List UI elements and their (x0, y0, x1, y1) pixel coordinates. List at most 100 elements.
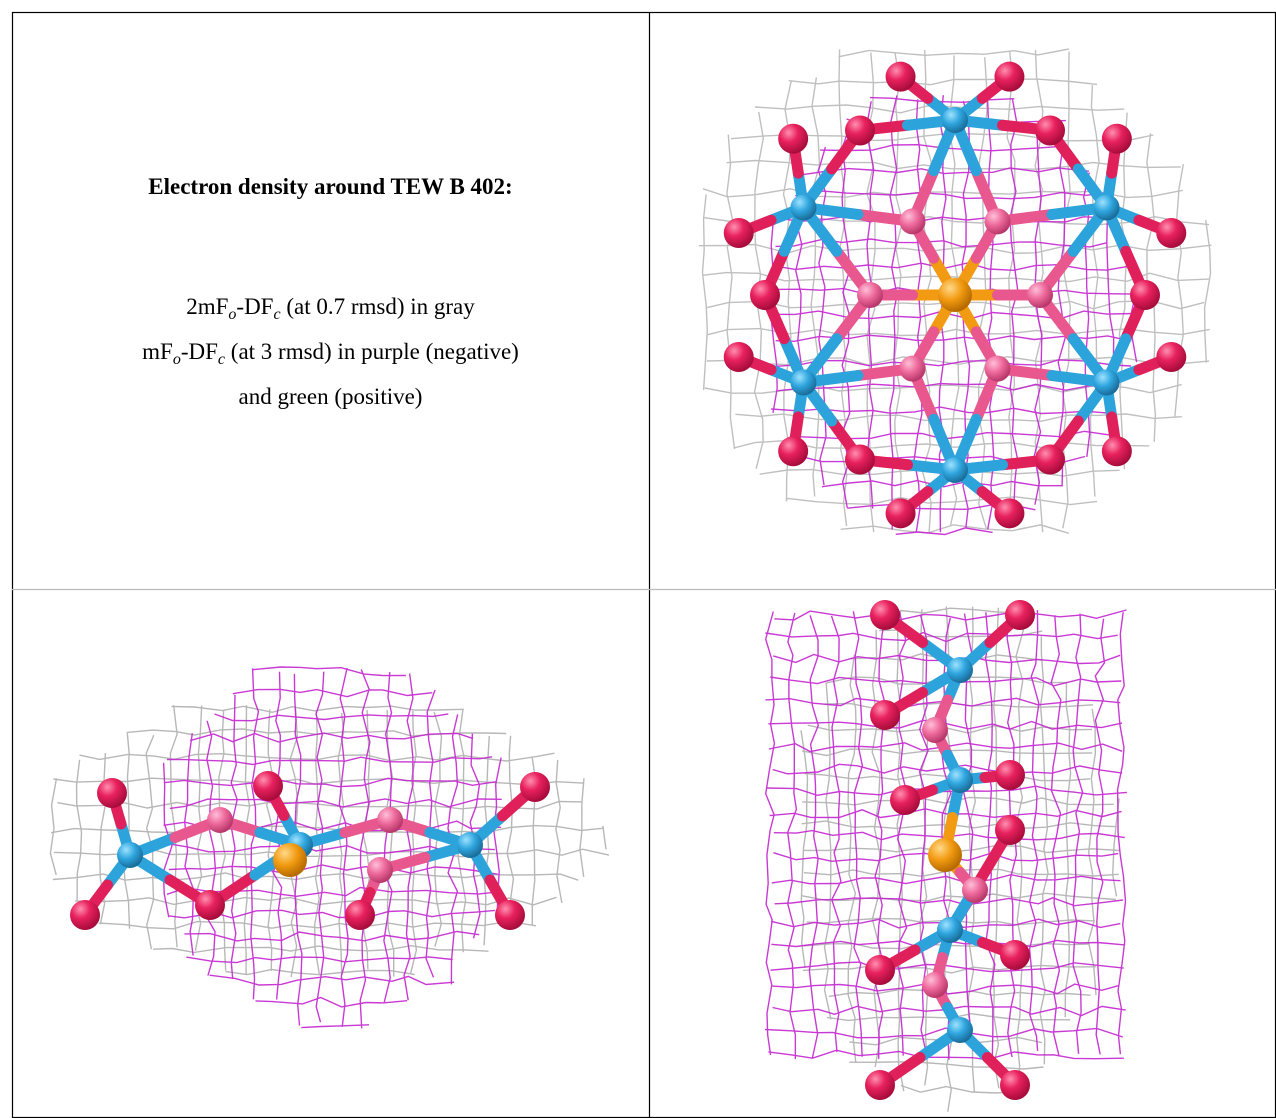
atom (1035, 444, 1065, 475)
atom (273, 843, 307, 877)
legend-line: mFo-DFc (at 3 rmsd) in purple (negative) (12, 333, 649, 378)
mesh-line (1009, 98, 1019, 510)
mesh-line (838, 49, 848, 527)
mesh-line (817, 146, 827, 486)
atom (1027, 282, 1053, 308)
mesh-line (1015, 610, 1025, 1091)
atom (1101, 123, 1132, 154)
mesh-line (962, 613, 974, 1051)
legend-text: -DF (236, 294, 274, 319)
mesh-line (802, 844, 1120, 854)
mesh-line (772, 310, 1136, 320)
mesh-line (1028, 610, 1040, 1051)
atom (938, 278, 972, 312)
atom (947, 767, 973, 793)
atom (922, 972, 948, 998)
mesh-line (186, 956, 453, 964)
atom (1005, 600, 1035, 630)
atom (962, 877, 988, 903)
mesh-line (772, 763, 1123, 775)
legend-line: 2mFo-DFc (at 0.7 rmsd) in gray (12, 288, 649, 333)
mesh-line (183, 733, 195, 956)
subscript: c (217, 351, 226, 368)
atom (845, 444, 875, 475)
atom (495, 900, 525, 930)
legend-text: -DF (180, 339, 218, 364)
mesh-line (1094, 618, 1106, 1055)
mesh-line (774, 359, 1132, 368)
atom (865, 955, 895, 985)
mesh-line (383, 672, 393, 1004)
mesh-line (1057, 121, 1067, 486)
mesh-line (49, 778, 58, 875)
mesh-line (359, 669, 371, 1029)
mesh-line (984, 612, 996, 1059)
mesh-line (1174, 164, 1185, 417)
mesh-line (163, 777, 497, 788)
atom (994, 61, 1025, 92)
atom (1156, 217, 1187, 248)
atom (942, 107, 968, 133)
mesh-line (830, 615, 842, 1053)
mesh-line (1064, 683, 1072, 1018)
atom (928, 838, 962, 872)
atom (253, 771, 283, 801)
mesh-line (808, 615, 820, 1059)
mesh-line (786, 612, 798, 1060)
mesh-line (772, 983, 1119, 995)
mesh-line (602, 825, 607, 850)
density-view-side (49, 666, 610, 1029)
mesh-line (457, 709, 467, 953)
mesh-line (800, 730, 809, 968)
atom (885, 61, 916, 92)
mesh-line (871, 629, 881, 1068)
atom (984, 208, 1011, 235)
mesh-line (79, 752, 555, 762)
atom (947, 657, 973, 683)
mesh-line (1072, 613, 1084, 1054)
mesh-line (1033, 126, 1043, 505)
mesh-line (896, 610, 908, 1056)
atom (870, 700, 900, 730)
mesh-line (774, 897, 1124, 907)
mesh-line (849, 1061, 1044, 1070)
atom (457, 832, 483, 858)
mesh-line (122, 733, 131, 929)
atom (367, 857, 393, 883)
subscript: o (228, 306, 237, 323)
mesh-line (769, 808, 1122, 819)
mesh-line (1050, 615, 1062, 1057)
mesh-line (57, 800, 583, 810)
atom (207, 807, 233, 833)
mesh-line (1089, 85, 1100, 497)
subscript: o (172, 351, 181, 368)
atom (1000, 940, 1030, 970)
mesh-line (840, 524, 1070, 534)
atom (723, 342, 754, 373)
mesh-line (168, 864, 498, 875)
mesh-line (171, 705, 464, 714)
mesh-line (433, 711, 443, 947)
mesh-line (768, 1049, 1124, 1061)
mesh-line (702, 271, 1209, 283)
mesh-line (810, 77, 821, 497)
mesh-line (338, 667, 349, 1027)
atom (995, 760, 1025, 790)
density-view-top (698, 48, 1212, 536)
atom (937, 917, 963, 943)
atom (778, 123, 809, 154)
mesh-line (153, 944, 489, 954)
mesh-line (1039, 636, 1049, 1065)
mesh-line (189, 732, 474, 743)
mesh-line (764, 611, 776, 1056)
mesh-line (852, 611, 864, 1057)
mesh-line (74, 896, 557, 906)
mesh-line (774, 262, 1134, 272)
mesh-line (230, 694, 238, 980)
mesh-line (900, 1084, 1020, 1094)
atom (984, 355, 1011, 382)
mesh-line (169, 798, 502, 810)
mesh-line (315, 671, 325, 1023)
mesh-line (184, 930, 480, 942)
